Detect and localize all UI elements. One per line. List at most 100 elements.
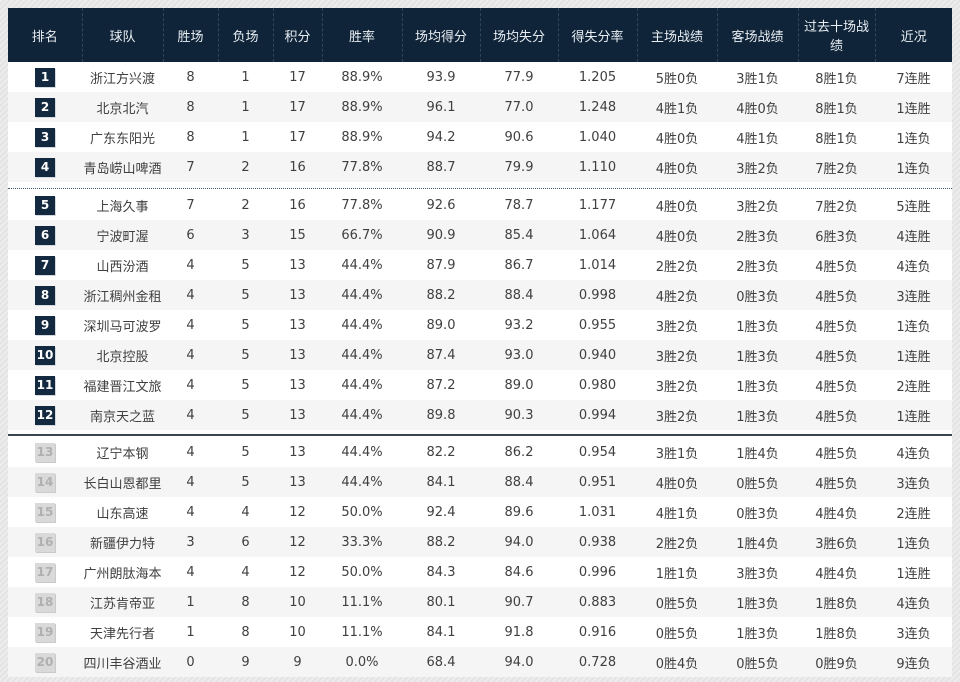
rank-badge: 2 bbox=[35, 97, 55, 117]
team-row: 10 北京控股 4 5 13 44.4% 87.4 93.0 0.940 3胜2负 1胜3负 4胜5负… bbox=[8, 340, 952, 370]
cell-ratio: 1.064 bbox=[578, 227, 617, 243]
cell-home: 3胜2负 bbox=[655, 379, 699, 395]
cell-team[interactable]: 山东高速 bbox=[96, 506, 149, 522]
cell-team[interactable]: 山西汾酒 bbox=[96, 259, 149, 275]
cell-ratio: 1.248 bbox=[578, 99, 617, 115]
cell-team[interactable]: 长白山恩都里 bbox=[83, 476, 162, 492]
cell-team[interactable]: 江苏肯帝亚 bbox=[89, 596, 155, 612]
cell-team[interactable]: 新疆伊力特 bbox=[89, 536, 155, 552]
cell-avg_conceded: 93.2 bbox=[504, 317, 534, 333]
cell-team[interactable]: 南京天之蓝 bbox=[89, 409, 155, 425]
cell-losses: 1 bbox=[241, 99, 250, 115]
cell-home: 3胜1负 bbox=[655, 446, 699, 462]
solid-separator-cell bbox=[8, 430, 952, 437]
cell-losses: 1 bbox=[241, 129, 250, 145]
cell-avg_conceded: 88.4 bbox=[504, 474, 534, 490]
standings-table: 排名 球队 胜场 负场 积分 胜率 场均得分 场均失分 得失分率 主场战绩 客场… bbox=[8, 8, 952, 677]
cell-team[interactable]: 北京控股 bbox=[96, 349, 149, 365]
cell-team[interactable]: 浙江稠州金租 bbox=[83, 289, 162, 305]
cell-streak: 4连负 bbox=[896, 446, 931, 462]
team-row: 8 浙江稠州金租 4 5 13 44.4% 88.2 88.4 0.998 4胜2负 0胜3负 4胜5… bbox=[8, 280, 952, 310]
cell-streak: 7连胜 bbox=[896, 71, 931, 87]
cell-rank: 5 bbox=[8, 190, 82, 220]
column-header-ratio: 得失分率 bbox=[558, 8, 638, 62]
cell-away: 0胜5负 bbox=[736, 656, 779, 672]
cell-win_rate: 44.4% bbox=[341, 377, 383, 393]
cell-streak: 4连胜 bbox=[896, 229, 931, 245]
cell-losses: 5 bbox=[241, 444, 250, 460]
cell-team[interactable]: 四川丰谷酒业 bbox=[83, 656, 162, 672]
cell-points: 13 bbox=[289, 407, 306, 423]
cell-team[interactable]: 广州朗肽海本 bbox=[83, 566, 162, 582]
cell-away: 3胜2负 bbox=[736, 199, 779, 215]
cell-team[interactable]: 天津先行者 bbox=[89, 626, 155, 642]
cell-away: 4胜0负 bbox=[736, 101, 779, 117]
cell-ratio: 1.031 bbox=[578, 504, 617, 520]
cell-avg_scored: 92.6 bbox=[426, 197, 456, 213]
cell-last10: 8胜1负 bbox=[815, 71, 858, 87]
cell-away: 1胜4负 bbox=[736, 446, 779, 462]
cell-win_rate: 88.9% bbox=[341, 69, 383, 85]
cell-avg_conceded: 89.6 bbox=[504, 504, 534, 520]
cell-last10: 6胜3负 bbox=[815, 229, 858, 245]
cell-losses: 4 bbox=[241, 504, 250, 520]
column-header-avg-scored: 场均得分 bbox=[402, 8, 481, 62]
cell-losses: 9 bbox=[241, 654, 250, 670]
cell-team[interactable]: 广东东阳光 bbox=[89, 131, 155, 147]
cell-wins: 4 bbox=[186, 257, 195, 273]
cell-rank: 17 bbox=[8, 557, 82, 587]
cell-last10: 8胜1负 bbox=[815, 101, 858, 117]
cell-team[interactable]: 青岛崂山啤酒 bbox=[83, 161, 162, 177]
team-row: 12 南京天之蓝 4 5 13 44.4% 89.8 90.3 0.994 3胜2负 1胜3负 4胜5… bbox=[8, 400, 952, 430]
cell-win_rate: 44.4% bbox=[341, 257, 383, 273]
column-header-last10: 过去十场战绩 bbox=[798, 8, 876, 62]
cell-points: 13 bbox=[289, 347, 306, 363]
cell-streak: 1连负 bbox=[896, 161, 931, 177]
cell-avg_scored: 93.9 bbox=[426, 69, 456, 85]
cell-win_rate: 77.8% bbox=[341, 159, 383, 175]
cell-rank: 13 bbox=[8, 437, 82, 467]
cell-team[interactable]: 辽宁本钢 bbox=[96, 446, 149, 462]
cell-losses: 6 bbox=[241, 534, 250, 550]
cell-ratio: 1.205 bbox=[578, 69, 617, 85]
team-row: 9 深圳马可波罗 4 5 13 44.4% 89.0 93.2 0.955 3胜2负 1胜3负 4胜5… bbox=[8, 310, 952, 340]
cell-team[interactable]: 宁波町渥 bbox=[96, 229, 149, 245]
cell-avg_scored: 88.2 bbox=[426, 534, 456, 550]
cell-losses: 3 bbox=[241, 227, 250, 243]
cell-team[interactable]: 福建晋江文旅 bbox=[83, 379, 162, 395]
cell-team[interactable]: 浙江方兴渡 bbox=[89, 71, 155, 87]
cell-ratio: 0.996 bbox=[578, 564, 617, 580]
cell-avg_scored: 84.3 bbox=[426, 564, 456, 580]
cell-avg_conceded: 77.9 bbox=[504, 69, 534, 85]
cell-wins: 4 bbox=[186, 347, 195, 363]
cell-streak: 1连胜 bbox=[896, 566, 931, 582]
column-header-rank: 排名 bbox=[8, 8, 83, 62]
team-row: 16 新疆伊力特 3 6 12 33.3% 88.2 94.0 0.938 2胜2负 1胜4负 3胜6… bbox=[8, 527, 952, 557]
cell-win_rate: 66.7% bbox=[341, 227, 383, 243]
cell-avg_conceded: 86.7 bbox=[504, 257, 534, 273]
cell-avg_scored: 87.9 bbox=[426, 257, 456, 273]
cell-losses: 2 bbox=[241, 197, 250, 213]
cell-team[interactable]: 深圳马可波罗 bbox=[83, 319, 162, 335]
cell-last10: 4胜4负 bbox=[815, 506, 858, 522]
team-row: 20 四川丰谷酒业 0 9 9 0.0% 68.4 94.0 0.728 0胜4负 0胜5负 0胜9负… bbox=[8, 647, 952, 677]
cell-last10: 4胜5负 bbox=[815, 476, 858, 492]
solid-separator-line bbox=[8, 434, 952, 436]
dotted-separator-line bbox=[8, 187, 952, 189]
cell-away: 0胜5负 bbox=[736, 476, 779, 492]
cell-losses: 2 bbox=[241, 159, 250, 175]
rank-badge: 10 bbox=[35, 345, 55, 365]
cell-last10: 7胜2负 bbox=[815, 199, 858, 215]
cell-away: 1胜3负 bbox=[736, 409, 779, 425]
cell-points: 13 bbox=[289, 474, 306, 490]
cell-home: 0胜5负 bbox=[655, 596, 699, 612]
cell-home: 0胜4负 bbox=[655, 656, 699, 672]
rank-badge: 8 bbox=[35, 285, 55, 305]
cell-ratio: 1.110 bbox=[578, 159, 617, 175]
team-row: 3 广东东阳光 8 1 17 88.9% 94.2 90.6 1.040 4胜0负 4胜1负 8胜1负… bbox=[8, 122, 952, 152]
cell-rank: 18 bbox=[8, 587, 82, 617]
cell-rank: 19 bbox=[8, 617, 82, 647]
cell-team[interactable]: 上海久事 bbox=[96, 199, 149, 215]
cell-team[interactable]: 北京北汽 bbox=[96, 101, 149, 117]
column-header-team: 球队 bbox=[82, 8, 164, 62]
